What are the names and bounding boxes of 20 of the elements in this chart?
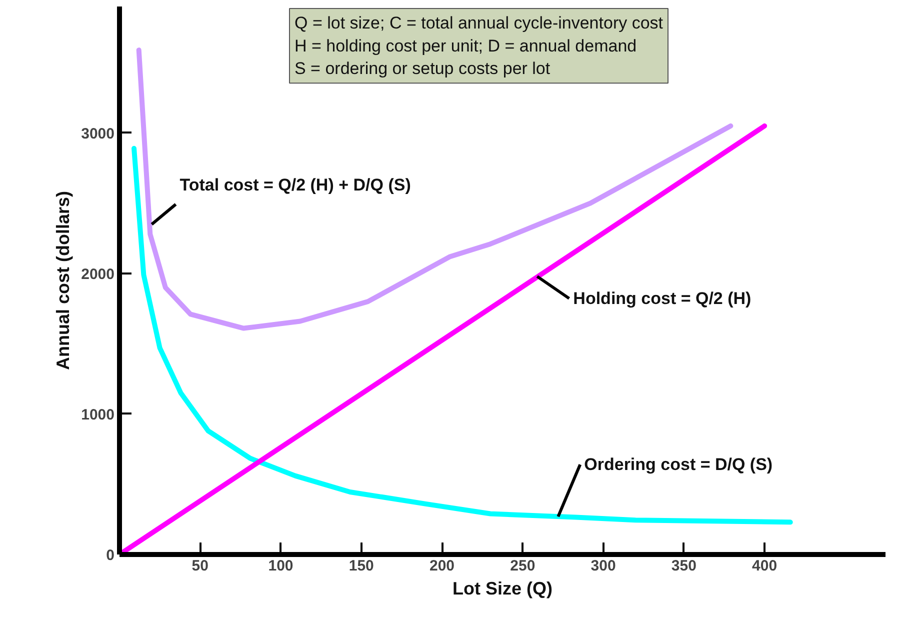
- x-tick-label: 350: [671, 558, 696, 574]
- annotation: Ordering cost = D/Q (S): [584, 455, 773, 474]
- y-tick-label: 0: [106, 547, 114, 564]
- annotation: Holding cost = Q/2 (H): [573, 288, 752, 308]
- y-tick-label: 3000: [81, 125, 115, 142]
- x-tick-label: 100: [268, 558, 294, 574]
- y-tick-label: 2000: [81, 266, 115, 283]
- x-tick-label: 400: [752, 558, 778, 574]
- annotation: Q = lot size; C = total annual cycle-inventory cost: [294, 14, 664, 32]
- x-tick-label: 50: [192, 558, 208, 574]
- annotation: S = ordering or setup costs per lot: [294, 59, 550, 78]
- x-axis-title: Lot Size (Q): [452, 578, 553, 598]
- x-tick-label: 250: [510, 558, 536, 574]
- x-tick-label: 300: [590, 558, 616, 574]
- x-tick-label: 200: [430, 558, 455, 574]
- y-axis-title: Annual cost (dollars): [53, 190, 74, 370]
- x-tick-label: 150: [348, 558, 374, 574]
- y-tick-label: 1000: [81, 406, 115, 424]
- annotation: H = holding cost per unit; D = annual demand: [294, 36, 637, 56]
- annotation: Total cost = Q/2 (H) + D/Q (S): [180, 175, 411, 194]
